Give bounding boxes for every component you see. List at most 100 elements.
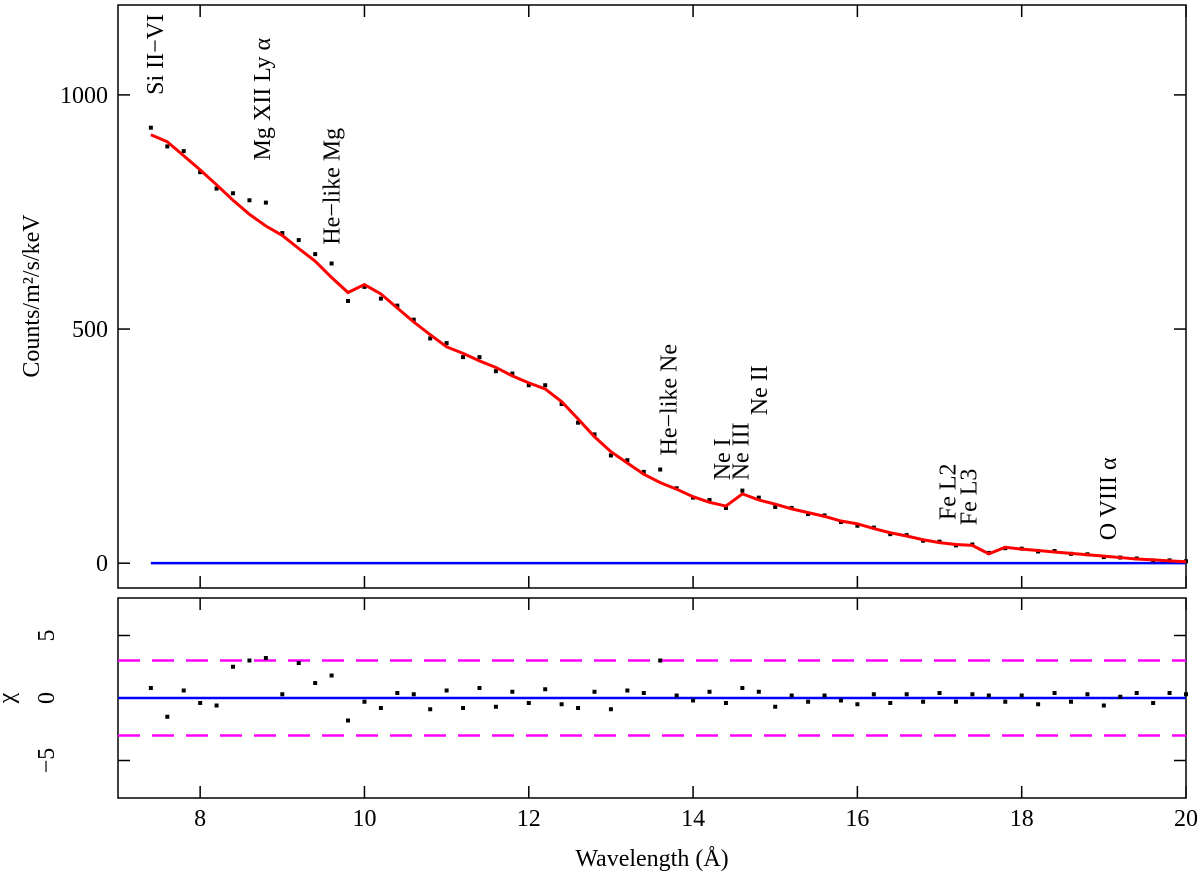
data-point: [543, 383, 548, 388]
data-point: [313, 252, 318, 257]
data-point: [855, 702, 860, 707]
x-tick-label: 16: [845, 806, 869, 832]
data-point: [263, 656, 268, 660]
data-point: [461, 706, 466, 710]
data-point: [263, 200, 268, 205]
x-tick-label: 10: [352, 806, 376, 832]
data-point: [641, 691, 646, 695]
data-point: [559, 702, 564, 707]
data-point: [329, 673, 334, 678]
data-point: [1068, 699, 1073, 704]
data-point: [953, 699, 958, 704]
data-point: [1134, 691, 1139, 695]
data-point: [756, 495, 761, 500]
x-tick-label: 18: [1010, 806, 1034, 832]
data-point: [428, 336, 433, 341]
annotation: Mg XII Ly α: [250, 37, 276, 160]
data-point: [1052, 691, 1057, 695]
data-point: [921, 699, 926, 704]
data-point: [313, 681, 318, 685]
y-tick-label: −5: [34, 748, 60, 774]
annotation: Fe L2: [936, 463, 962, 520]
y-tick-label: 500: [72, 317, 108, 343]
y-axis-label: χ: [0, 692, 20, 704]
data-point: [658, 658, 663, 663]
data-point: [576, 706, 581, 710]
data-point: [346, 298, 351, 303]
data-point: [723, 505, 728, 510]
data-point: [231, 191, 236, 196]
data-point: [165, 144, 170, 149]
data-point: [362, 699, 367, 704]
data-point: [280, 692, 285, 697]
data-point: [691, 698, 696, 703]
plot-frame: [117, 4, 1187, 589]
data-point: [904, 692, 909, 697]
data-point: [444, 688, 449, 693]
data-point: [428, 707, 433, 712]
data-point: [247, 198, 252, 203]
data-point: [296, 238, 301, 243]
data-point: [608, 707, 613, 712]
data-point: [1036, 702, 1041, 707]
data-point: [740, 488, 745, 493]
y-tick-label: 0: [34, 692, 60, 704]
data-point: [411, 692, 416, 697]
data-point: [214, 703, 219, 708]
data-point: [148, 686, 153, 690]
annotation: He−like Mg: [320, 128, 346, 245]
data-point: [674, 693, 679, 698]
data-point: [543, 687, 548, 692]
data-point: [707, 497, 712, 502]
annotation: O VIII α: [1096, 457, 1122, 540]
data-point: [970, 692, 975, 697]
data-point: [756, 689, 761, 694]
data-point: [855, 523, 860, 528]
data-point: [198, 170, 203, 175]
y-tick-label: 0: [96, 551, 108, 577]
data-point: [181, 688, 186, 693]
data-point: [608, 453, 613, 458]
data-point: [740, 686, 745, 690]
data-point: [1167, 691, 1172, 695]
data-point: [461, 355, 466, 360]
data-point: [1003, 699, 1008, 704]
data-point: [214, 186, 219, 191]
data-point: [411, 317, 416, 322]
x-tick-label: 12: [517, 806, 541, 832]
data-point: [1184, 692, 1188, 697]
data-point: [723, 701, 728, 705]
data-point: [510, 689, 515, 694]
data-point: [871, 692, 876, 697]
data-point: [526, 383, 531, 388]
data-point: [329, 261, 334, 266]
data-point: [346, 718, 351, 723]
data-point: [1019, 693, 1024, 698]
data-point: [576, 420, 581, 425]
data-point: [789, 693, 794, 698]
data-point: [280, 231, 285, 236]
annotation: Fe L3: [956, 469, 982, 526]
data-point: [658, 467, 663, 472]
data-point: [838, 698, 843, 703]
data-point: [592, 432, 597, 437]
data-point: [444, 341, 449, 346]
annotation: Ne II: [747, 365, 773, 415]
data-point: [1118, 694, 1123, 699]
data-point: [198, 701, 203, 705]
data-point: [986, 693, 991, 698]
x-tick-label: 14: [681, 806, 705, 832]
data-point: [493, 704, 498, 709]
data-point: [806, 699, 811, 704]
x-axis-label: Wavelength (Å): [575, 846, 728, 872]
data-point: [395, 303, 400, 308]
data-point: [822, 693, 827, 698]
data-point: [378, 706, 383, 710]
data-point: [362, 284, 367, 289]
model-line: [150, 133, 1187, 564]
data-point: [510, 371, 515, 376]
data-point: [1151, 701, 1156, 705]
data-point: [477, 355, 482, 360]
data-point: [707, 689, 712, 694]
